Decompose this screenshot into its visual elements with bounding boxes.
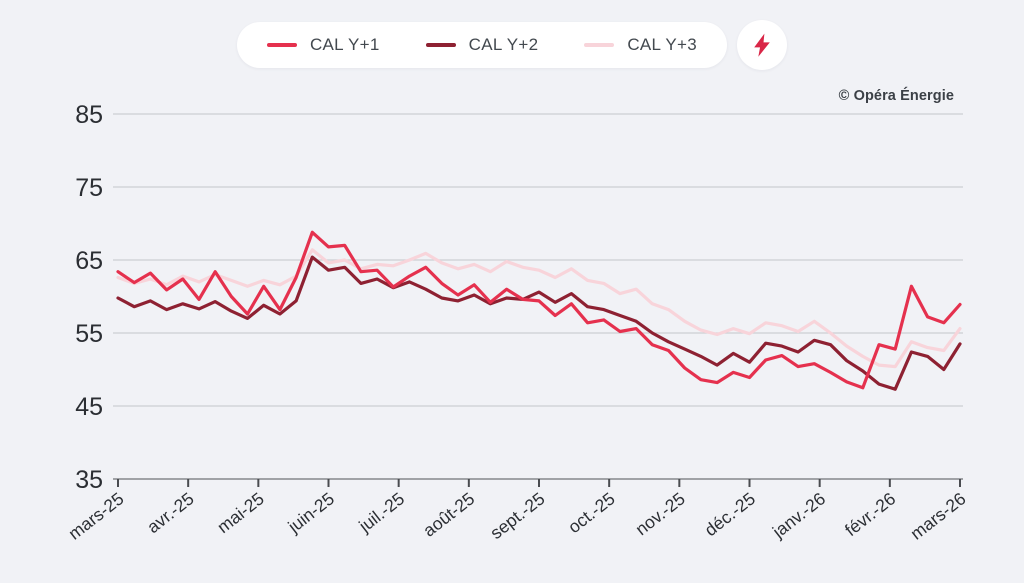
chart-header: CAL Y+1 CAL Y+2 CAL Y+3: [0, 20, 1024, 70]
legend-item-cal-y2[interactable]: CAL Y+2: [425, 35, 539, 55]
svg-text:45: 45: [75, 393, 103, 421]
svg-text:juil.-25: juil.-25: [354, 488, 408, 536]
cal-y2-swatch: [425, 43, 456, 47]
brand-badge: [737, 20, 788, 70]
svg-text:août-25: août-25: [419, 488, 478, 540]
copyright-text: © Opéra Énergie: [838, 88, 954, 104]
svg-text:nov.-25: nov.-25: [632, 488, 689, 539]
legend-item-cal-y3[interactable]: CAL Y+3: [584, 35, 697, 55]
cal-y1-swatch: [266, 43, 297, 47]
cal-y2-label: CAL Y+2: [468, 35, 539, 54]
svg-text:sept.-25: sept.-25: [486, 488, 548, 543]
svg-text:85: 85: [75, 101, 103, 129]
cal-y3-label: CAL Y+3: [627, 35, 698, 54]
legend-item-cal-y1[interactable]: CAL Y+1: [266, 35, 380, 55]
svg-text:déc.-25: déc.-25: [701, 488, 759, 540]
svg-text:mars-26: mars-26: [907, 488, 970, 543]
cal-y3-swatch: [584, 43, 615, 47]
svg-text:avr.-25: avr.-25: [143, 488, 197, 537]
svg-text:mai-25: mai-25: [213, 488, 267, 537]
legend: CAL Y+1 CAL Y+2 CAL Y+3: [236, 22, 728, 68]
svg-text:juin-25: juin-25: [283, 488, 338, 537]
svg-text:oct.-25: oct.-25: [564, 488, 618, 537]
svg-text:mars-25: mars-25: [65, 488, 128, 543]
svg-text:janv.-26: janv.-26: [768, 488, 829, 542]
svg-text:65: 65: [75, 247, 103, 275]
svg-text:35: 35: [75, 466, 103, 494]
svg-text:55: 55: [75, 320, 103, 348]
cal-y1-label: CAL Y+1: [309, 35, 380, 54]
lightning-bolt-icon: [754, 33, 770, 57]
svg-text:75: 75: [75, 174, 103, 202]
svg-text:févr.-26: févr.-26: [841, 488, 899, 540]
